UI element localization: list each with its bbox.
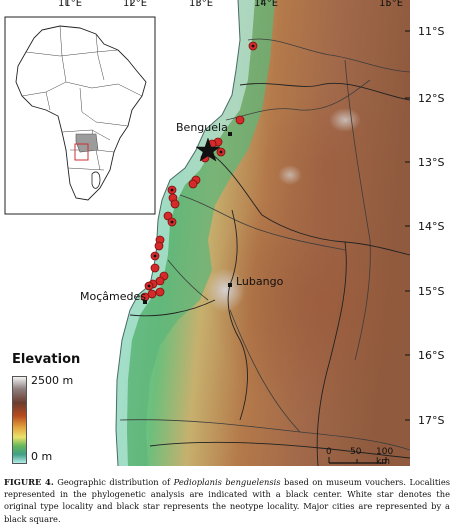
coastal-lowland bbox=[116, 0, 255, 466]
highland-peak bbox=[278, 165, 302, 185]
latitude-label: 11°S bbox=[418, 25, 445, 38]
city-marker-lubango bbox=[228, 283, 232, 287]
study-area-box bbox=[74, 143, 89, 161]
locality-marker bbox=[154, 241, 164, 251]
locality-marker-voucher bbox=[170, 220, 174, 224]
lubango-escarpment bbox=[205, 268, 245, 312]
scale-bar bbox=[328, 457, 387, 464]
rivers bbox=[119, 38, 410, 451]
latitude-label: 13°S bbox=[418, 156, 445, 169]
longitude-label: 14°E bbox=[254, 0, 279, 9]
figure-caption: FIGURE 4. Geographic distribution of Ped… bbox=[4, 476, 450, 525]
locality-marker-voucher bbox=[170, 188, 174, 192]
longitude-label: 12°E bbox=[123, 0, 148, 9]
coastline bbox=[115, 0, 241, 466]
longitude-label: 11°E bbox=[58, 0, 83, 9]
map-panel: 11°E 12°E 13°E 14°E 15°E Benguela Lubang… bbox=[4, 0, 410, 466]
elevation-map bbox=[4, 0, 410, 466]
city-marker-benguela bbox=[228, 132, 232, 136]
locality-markers bbox=[140, 41, 258, 302]
locality-marker-voucher bbox=[251, 44, 255, 48]
graticule-ticks bbox=[65, 0, 410, 421]
caption-text: based on museum vouchers. Localities rep… bbox=[4, 477, 451, 524]
locality-marker bbox=[235, 115, 245, 125]
longitude-label: 15°E bbox=[379, 0, 404, 9]
highland-peak bbox=[329, 108, 361, 132]
locality-marker bbox=[163, 211, 173, 221]
legend-max-label: 2500 m bbox=[31, 374, 74, 387]
locality-marker-voucher bbox=[153, 254, 157, 258]
locality-marker bbox=[170, 199, 180, 209]
scale-label: 100 km bbox=[376, 447, 394, 466]
latitude-label: 15°S bbox=[418, 285, 445, 298]
latitude-label: 17°S bbox=[418, 414, 445, 427]
africa-inset bbox=[4, 16, 156, 215]
elevation-color-ramp bbox=[12, 376, 27, 464]
legend-min-label: 0 m bbox=[31, 450, 53, 463]
latitude-label: 12°S bbox=[418, 92, 445, 105]
locality-marker-voucher bbox=[219, 150, 223, 154]
neotype-locality-star bbox=[195, 137, 221, 162]
locality-marker-voucher bbox=[147, 284, 151, 288]
scale-label: 50 bbox=[350, 447, 362, 457]
madagascar bbox=[91, 171, 101, 189]
caption-text: Geographic distribution of bbox=[57, 477, 174, 487]
locality-marker bbox=[150, 263, 160, 273]
latitude-label: 14°S bbox=[418, 220, 445, 233]
city-label-lubango: Lubango bbox=[236, 275, 284, 288]
city-label-benguela: Benguela bbox=[176, 121, 228, 134]
locality-marker bbox=[155, 287, 165, 297]
angola-highlight bbox=[75, 133, 99, 153]
scale-label: 0 bbox=[326, 447, 332, 457]
city-marker-mocamedes bbox=[143, 300, 147, 304]
province-borders bbox=[129, 82, 410, 466]
latitude-label: 16°S bbox=[418, 349, 445, 362]
caption-species: Pedioplanis benguelensis bbox=[173, 477, 281, 487]
city-label-mocamedes: Moçâmedes bbox=[80, 290, 146, 303]
caption-label: FIGURE 4. bbox=[4, 477, 54, 487]
longitude-label: 13°E bbox=[189, 0, 214, 9]
locality-marker bbox=[188, 179, 198, 189]
legend-title: Elevation bbox=[12, 352, 81, 367]
